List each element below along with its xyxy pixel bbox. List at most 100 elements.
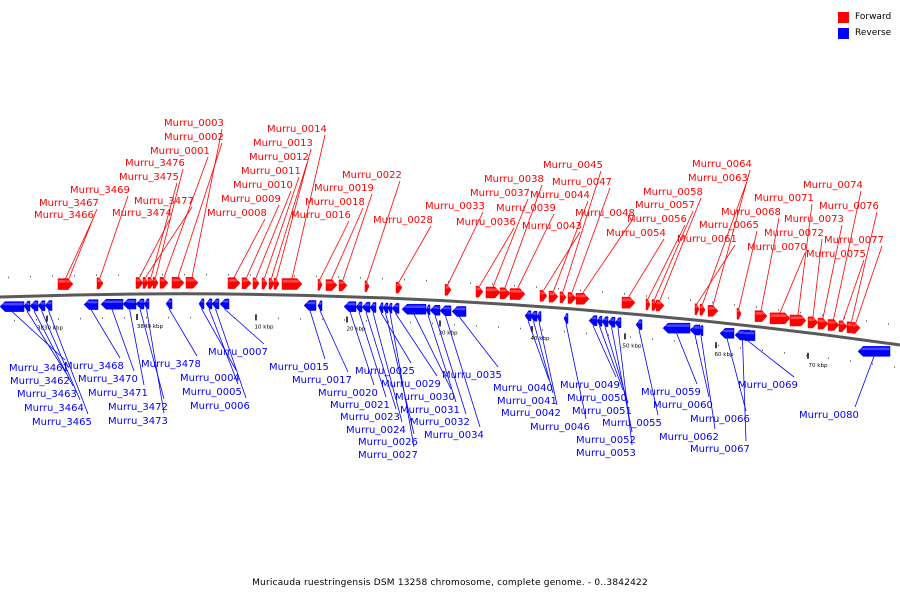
gene-feature[interactable] bbox=[651, 299, 658, 311]
gene-feature[interactable] bbox=[567, 292, 577, 304]
gene-murru-3474[interactable]: Murru_3474 bbox=[112, 208, 172, 289]
gene-feature[interactable] bbox=[44, 300, 53, 311]
gene-feature[interactable] bbox=[395, 281, 403, 294]
gene-feature[interactable] bbox=[382, 302, 389, 314]
gene-murru-0028[interactable]: Murru_0028 bbox=[373, 215, 433, 294]
gene-murru-0055[interactable]: Murru_0055 bbox=[602, 319, 662, 429]
gene-feature[interactable] bbox=[122, 298, 137, 310]
gene-murru-0037[interactable]: Murru_0037 bbox=[470, 188, 530, 299]
gene-feature[interactable] bbox=[96, 277, 104, 290]
gene-feature[interactable] bbox=[655, 299, 665, 312]
gene-feature[interactable] bbox=[135, 298, 145, 310]
gene-feature[interactable] bbox=[694, 303, 700, 315]
gene-murru-0029[interactable]: Murru_0029 bbox=[381, 303, 441, 390]
gene-murru-0007[interactable]: Murru_0007 bbox=[208, 298, 268, 358]
gene-feature[interactable] bbox=[719, 328, 735, 339]
gene-feature[interactable] bbox=[857, 346, 891, 357]
gene-feature[interactable] bbox=[268, 277, 275, 290]
gene-feature[interactable] bbox=[699, 304, 706, 316]
gene-feature[interactable] bbox=[219, 298, 230, 310]
gene-murru-0057[interactable]: Murru_0057 bbox=[635, 200, 695, 311]
gene-murru-0053[interactable]: Murru_0053 bbox=[576, 317, 636, 459]
gene-feature[interactable] bbox=[588, 315, 598, 326]
gene-murru-0006[interactable]: Murru_0006 bbox=[190, 298, 250, 412]
gene-feature[interactable] bbox=[343, 301, 357, 312]
gene-murru-0004[interactable]: Murru_0004 bbox=[180, 298, 240, 384]
gene-murru-0066[interactable]: Murru_0066 bbox=[690, 328, 750, 425]
gene-feature[interactable] bbox=[65, 278, 73, 290]
gene-murru-0036[interactable]: Murru_0036 bbox=[456, 217, 516, 298]
gene-feature[interactable] bbox=[475, 285, 484, 298]
gene-feature[interactable] bbox=[563, 313, 569, 324]
gene-murru-0030[interactable]: Murru_0030 bbox=[395, 303, 455, 403]
gene-murru-0035[interactable]: Murru_0035 bbox=[442, 306, 502, 381]
gene-murru-0039[interactable]: Murru_0039 bbox=[496, 203, 556, 300]
gene-murru-3473[interactable]: Murru_3473 bbox=[108, 298, 168, 427]
gene-feature[interactable] bbox=[607, 316, 616, 328]
gene-murru-3468[interactable]: Murru_3468 bbox=[64, 299, 124, 372]
gene-feature[interactable] bbox=[754, 310, 768, 322]
gene-murru-3478[interactable]: Murru_3478 bbox=[141, 298, 201, 370]
gene-murru-3477[interactable]: Murru_3477 bbox=[134, 196, 194, 289]
gene-feature[interactable] bbox=[662, 322, 691, 334]
gene-feature[interactable] bbox=[575, 293, 590, 305]
gene-feature[interactable] bbox=[817, 317, 829, 330]
gene-murru-0063[interactable]: Murru_0063 bbox=[688, 173, 748, 316]
gene-feature[interactable] bbox=[401, 303, 427, 315]
gene-murru-3469[interactable]: Murru_3469 bbox=[70, 185, 130, 290]
gene-feature[interactable] bbox=[0, 301, 25, 312]
gene-murru-0050[interactable]: Murru_0050 bbox=[567, 315, 627, 404]
gene-feature[interactable] bbox=[37, 300, 46, 311]
gene-feature[interactable] bbox=[789, 314, 807, 327]
gene-feature[interactable] bbox=[252, 277, 260, 290]
gene-murru-0046[interactable]: Murru_0046 bbox=[530, 313, 590, 433]
gene-murru-0060[interactable]: Murru_0060 bbox=[653, 324, 713, 411]
gene-murru-0013[interactable]: Murru_0013 bbox=[253, 138, 313, 290]
gene-feature[interactable] bbox=[361, 301, 371, 313]
gene-murru-3467[interactable]: Murru_3467 bbox=[39, 198, 99, 290]
gene-feature[interactable] bbox=[425, 304, 431, 316]
gene-murru-0076[interactable]: Murru_0076 bbox=[819, 201, 879, 334]
gene-feature[interactable] bbox=[509, 288, 526, 300]
gene-feature[interactable] bbox=[614, 317, 622, 328]
gene-murru-0025[interactable]: Murru_0025 bbox=[355, 302, 415, 377]
gene-murru-0009[interactable]: Murru_0009 bbox=[221, 194, 281, 289]
gene-feature[interactable] bbox=[548, 290, 559, 303]
gene-feature[interactable] bbox=[391, 303, 400, 314]
gene-murru-0027[interactable]: Murru_0027 bbox=[358, 302, 418, 461]
gene-feature[interactable] bbox=[499, 287, 511, 299]
gene-murru-3472[interactable]: Murru_3472 bbox=[108, 298, 168, 413]
gene-murru-0061[interactable]: Murru_0061 bbox=[677, 234, 737, 315]
gene-feature[interactable] bbox=[143, 298, 150, 310]
gene-feature[interactable] bbox=[317, 278, 323, 291]
gene-feature[interactable] bbox=[736, 307, 742, 320]
gene-feature[interactable] bbox=[159, 277, 169, 289]
gene-murru-0045[interactable]: Murru_0045 bbox=[543, 160, 603, 304]
gene-murru-0065[interactable]: Murru_0065 bbox=[699, 220, 759, 320]
gene-feature[interactable] bbox=[364, 280, 370, 293]
gene-feature[interactable] bbox=[165, 298, 173, 310]
gene-murru-0056[interactable]: Murru_0056 bbox=[627, 214, 687, 311]
gene-feature[interactable] bbox=[529, 310, 538, 322]
gene-murru-0043[interactable]: Murru_0043 bbox=[522, 221, 582, 302]
gene-murru-0033[interactable]: Murru_0033 bbox=[425, 201, 485, 296]
gene-feature[interactable] bbox=[698, 325, 704, 336]
gene-murru-0075[interactable]: Murru_0075 bbox=[806, 249, 866, 332]
gene-feature[interactable] bbox=[147, 277, 155, 289]
gene-feature[interactable] bbox=[317, 300, 323, 311]
gene-feature[interactable] bbox=[338, 279, 348, 292]
gene-murru-0021[interactable]: Murru_0021 bbox=[330, 301, 390, 411]
gene-feature[interactable] bbox=[23, 300, 31, 312]
gene-murru-0015[interactable]: Murru_0015 bbox=[269, 300, 329, 373]
gene-feature[interactable] bbox=[171, 277, 185, 289]
gene-murru-0017[interactable]: Murru_0017 bbox=[292, 300, 352, 386]
gene-murru-0062[interactable]: Murru_0062 bbox=[659, 325, 719, 443]
gene-murru-0014[interactable]: Murru_0014 bbox=[267, 124, 327, 290]
gene-feature[interactable] bbox=[621, 296, 636, 309]
gene-murru-0047[interactable]: Murru_0047 bbox=[552, 177, 612, 304]
gene-feature[interactable] bbox=[387, 302, 393, 314]
gene-murru-0020[interactable]: Murru_0020 bbox=[318, 301, 378, 399]
gene-murru-3476[interactable]: Murru_3476 bbox=[125, 158, 185, 289]
gene-feature[interactable] bbox=[152, 277, 159, 289]
gene-feature[interactable] bbox=[211, 298, 220, 310]
